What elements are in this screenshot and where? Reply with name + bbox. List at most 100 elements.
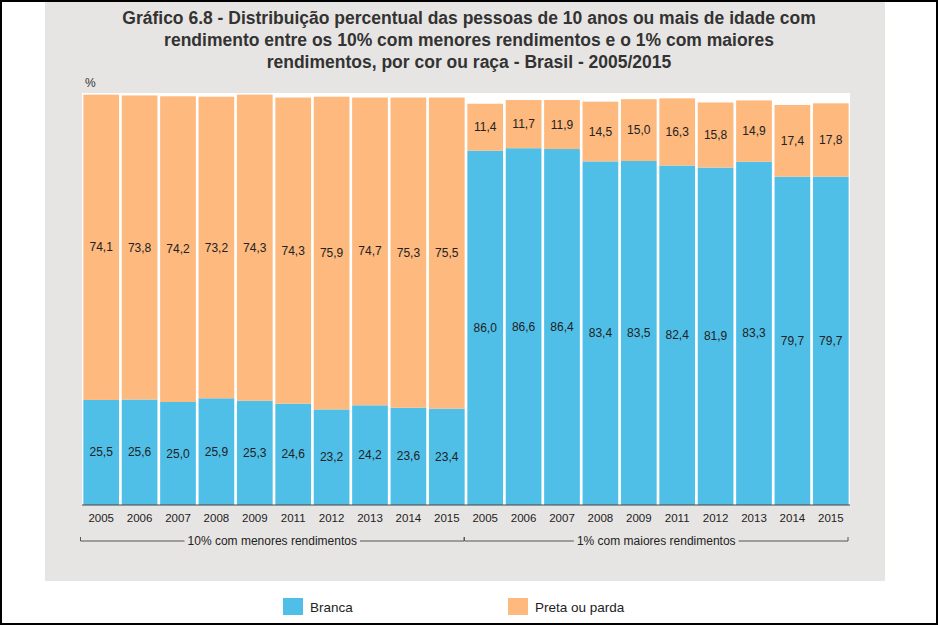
title: Gráfico 6.8 - Distribuição percentual da… (110, 7, 828, 73)
data-label: 83,4 (589, 326, 613, 340)
x-tick-label: 2008 (204, 512, 230, 524)
x-tick-label: 2006 (127, 512, 153, 524)
bar-segment (122, 95, 158, 399)
legend-swatch (508, 598, 528, 615)
data-label: 15,0 (627, 123, 651, 137)
bar-segment (813, 177, 849, 505)
bar-segment (621, 99, 657, 161)
x-tick-label: 2014 (780, 512, 806, 524)
data-label: 86,4 (550, 320, 574, 334)
x-tick-label: 2012 (319, 512, 345, 524)
bar-segment (659, 166, 695, 505)
bar-segment (122, 400, 158, 505)
bar-segment (275, 404, 311, 505)
data-label: 75,9 (320, 246, 344, 260)
data-label: 23,4 (435, 450, 459, 464)
legend-label: Preta ou parda (535, 600, 625, 615)
bar-segment (583, 161, 619, 505)
bar-segment (314, 409, 350, 505)
bar-segment (544, 149, 580, 505)
page-bg (0, 0, 938, 625)
bar-segment (199, 398, 235, 505)
data-label: 24,2 (358, 448, 382, 462)
x-tick-label: 2009 (626, 512, 652, 524)
data-label: 25,9 (205, 445, 229, 459)
bar-segment (352, 405, 388, 505)
outer-frame (1, 1, 937, 624)
data-label: 14,9 (742, 124, 766, 138)
bar-segment (199, 97, 235, 399)
bar-segment (391, 98, 427, 408)
data-label: 25,3 (243, 446, 267, 460)
data-label: 81,9 (704, 329, 728, 343)
data-label: 83,5 (627, 326, 651, 340)
x-tick-label: 2005 (472, 512, 498, 524)
data-label: 25,6 (128, 445, 152, 459)
group-label-bg (574, 534, 739, 548)
bar-segment (314, 97, 350, 410)
bar-segment (237, 401, 273, 505)
data-label: 24,6 (282, 447, 306, 461)
group-bracket (848, 537, 849, 541)
data-label: 15,8 (704, 128, 728, 142)
bar-segment (160, 96, 196, 402)
plot-bg (82, 93, 850, 505)
x-tick-label: 2006 (511, 512, 537, 524)
x-tick-label: 2009 (242, 512, 268, 524)
bar-segment (698, 102, 734, 167)
data-label: 11,9 (551, 118, 574, 132)
data-label: 86,6 (512, 320, 536, 334)
data-label: 17,8 (819, 133, 843, 147)
data-label: 74,7 (358, 244, 382, 258)
bar-segment (775, 177, 811, 505)
x-tick-label: 2015 (818, 512, 844, 524)
data-label: 82,4 (666, 328, 690, 342)
data-label: 23,6 (397, 449, 421, 463)
x-tick-label: 2007 (165, 512, 191, 524)
data-label: 25,5 (90, 445, 114, 459)
legend-swatch (283, 598, 303, 615)
data-label: 79,7 (781, 334, 805, 348)
data-label: 23,2 (320, 450, 344, 464)
data-labels: 25,5 25,6 25,0 25,9 25,3 24,6 23,2 24,2 23,6 23,4… (90, 117, 843, 464)
chart-svg: % 25,5 25,6 25,0 25,9 25,3 24,6 23,2 24,2 23,6 23,… (0, 0, 938, 625)
bar-segment (698, 168, 734, 505)
x-tick-label: 2015 (434, 512, 460, 524)
bar-segment (506, 100, 542, 148)
bar-segment (813, 103, 849, 176)
group-bracket (464, 537, 465, 541)
data-label: 79,7 (819, 334, 843, 348)
group-label-bg (185, 534, 360, 548)
bar-segment (544, 100, 580, 149)
bar-segment (775, 105, 811, 177)
group-label: 10% com menores rendimentos (188, 534, 357, 548)
bar-segment (83, 95, 119, 400)
y-label: % (85, 76, 96, 90)
chart-root: % 25,5 25,6 25,0 25,9 25,3 24,6 23,2 24,2 23,6 23,… (0, 0, 938, 625)
bar-segment (429, 98, 465, 409)
x-tick-label: 2005 (88, 512, 114, 524)
x-tick-label: 2014 (396, 512, 422, 524)
bar-segment (467, 104, 503, 151)
data-label: 74,2 (166, 242, 190, 256)
bar-segment (736, 162, 772, 505)
x-tick-label: 2013 (357, 512, 383, 524)
bar-segment (736, 100, 772, 161)
bar-segment (275, 98, 311, 404)
bars (83, 95, 848, 505)
data-label: 16,3 (666, 125, 690, 139)
x-tick-label: 2011 (281, 512, 306, 524)
bar-segment (160, 402, 196, 505)
data-label: 25,0 (166, 447, 190, 461)
data-label: 73,8 (128, 241, 152, 255)
bar-segment (237, 95, 273, 401)
x-tick-label: 2013 (741, 512, 767, 524)
bar-segment (506, 148, 542, 505)
group-bracket (80, 537, 81, 541)
group-bracket (464, 537, 465, 541)
data-label: 86,0 (474, 321, 498, 335)
group-label: 1% com maiores rendimentos (577, 534, 736, 548)
bar-segment (352, 98, 388, 406)
data-label: 75,3 (397, 246, 421, 260)
bar-segment (391, 408, 427, 505)
